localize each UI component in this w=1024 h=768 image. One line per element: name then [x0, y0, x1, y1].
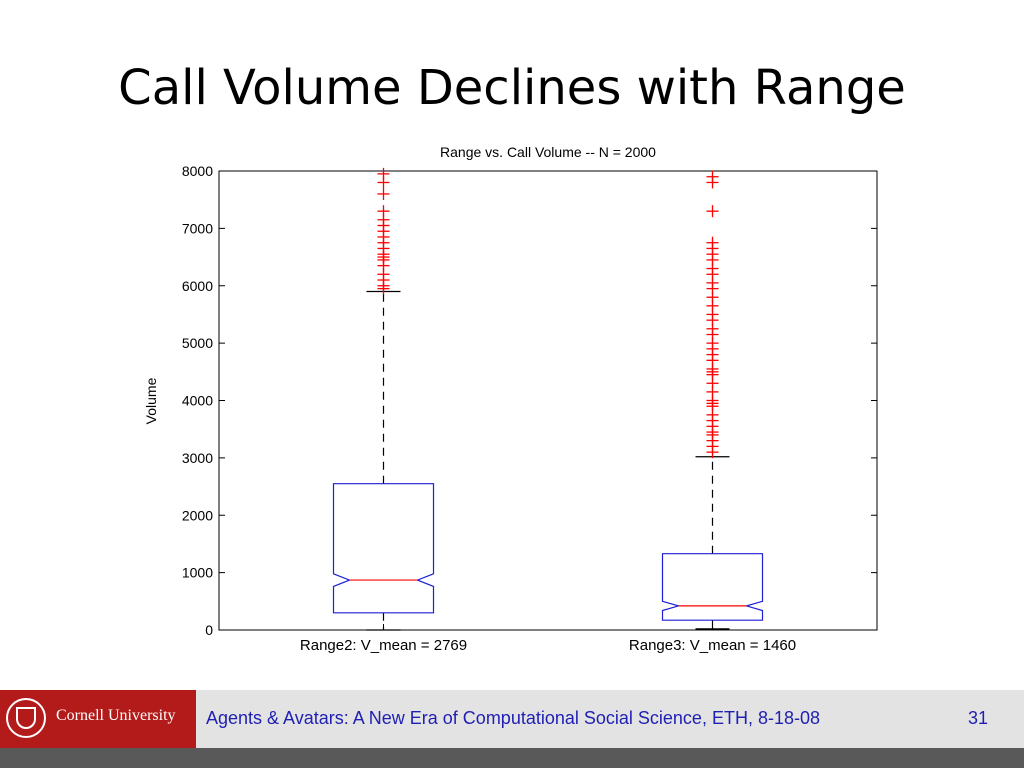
cornell-logo: Cornell University: [0, 690, 196, 748]
cornell-seal-icon: [6, 698, 46, 738]
outlier-point: [706, 170, 719, 183]
outlier-point: [377, 167, 390, 180]
outlier-point: [377, 187, 390, 200]
page-number: 31: [967, 708, 988, 728]
chart-title: Range vs. Call Volume -- N = 2000: [440, 144, 656, 160]
y-tick-label: 2000: [182, 507, 213, 523]
y-axis: 0 1000 2000 3000 4000 5000 6000 7000 8000: [182, 163, 877, 638]
y-tick-label: 5000: [182, 335, 213, 351]
y-tick-label: 3000: [182, 450, 213, 466]
y-tick-label: 7000: [182, 220, 213, 236]
outlier-point: [706, 205, 719, 218]
y-tick-label: 8000: [182, 163, 213, 179]
x-tick-label: Range2: V_mean = 2769: [300, 637, 467, 654]
outlier-point: [706, 236, 719, 249]
plot-area-frame: [218, 170, 878, 631]
y-tick-label: 0: [205, 622, 213, 638]
outlier-point: [377, 205, 390, 218]
box-plot-chart: Range vs. Call Volume -- N = 2000 Volume…: [143, 144, 878, 654]
notched-box: [661, 553, 764, 621]
x-axis: Range2: V_mean = 2769 Range3: V_mean = 14…: [300, 624, 796, 654]
y-tick-label: 6000: [182, 278, 213, 294]
logo-text: Cornell University: [56, 707, 176, 724]
notched-box: [332, 483, 435, 614]
y-tick-label: 4000: [182, 393, 213, 409]
box-group: [332, 167, 435, 631]
x-tick-label: Range3: V_mean = 1460: [629, 637, 796, 654]
y-axis-label: Volume: [143, 377, 159, 424]
bottom-strip: [0, 748, 1024, 768]
footer: Cornell University Agents & Avatars: A N…: [0, 690, 1024, 748]
box-group: [661, 170, 764, 630]
box-series: [332, 167, 764, 631]
footer-bar: Agents & Avatars: A New Era of Computati…: [196, 690, 1024, 748]
y-tick-label: 1000: [182, 565, 213, 581]
footer-text: Agents & Avatars: A New Era of Computati…: [206, 708, 820, 728]
slide-title: Call Volume Declines with Range: [118, 60, 906, 116]
